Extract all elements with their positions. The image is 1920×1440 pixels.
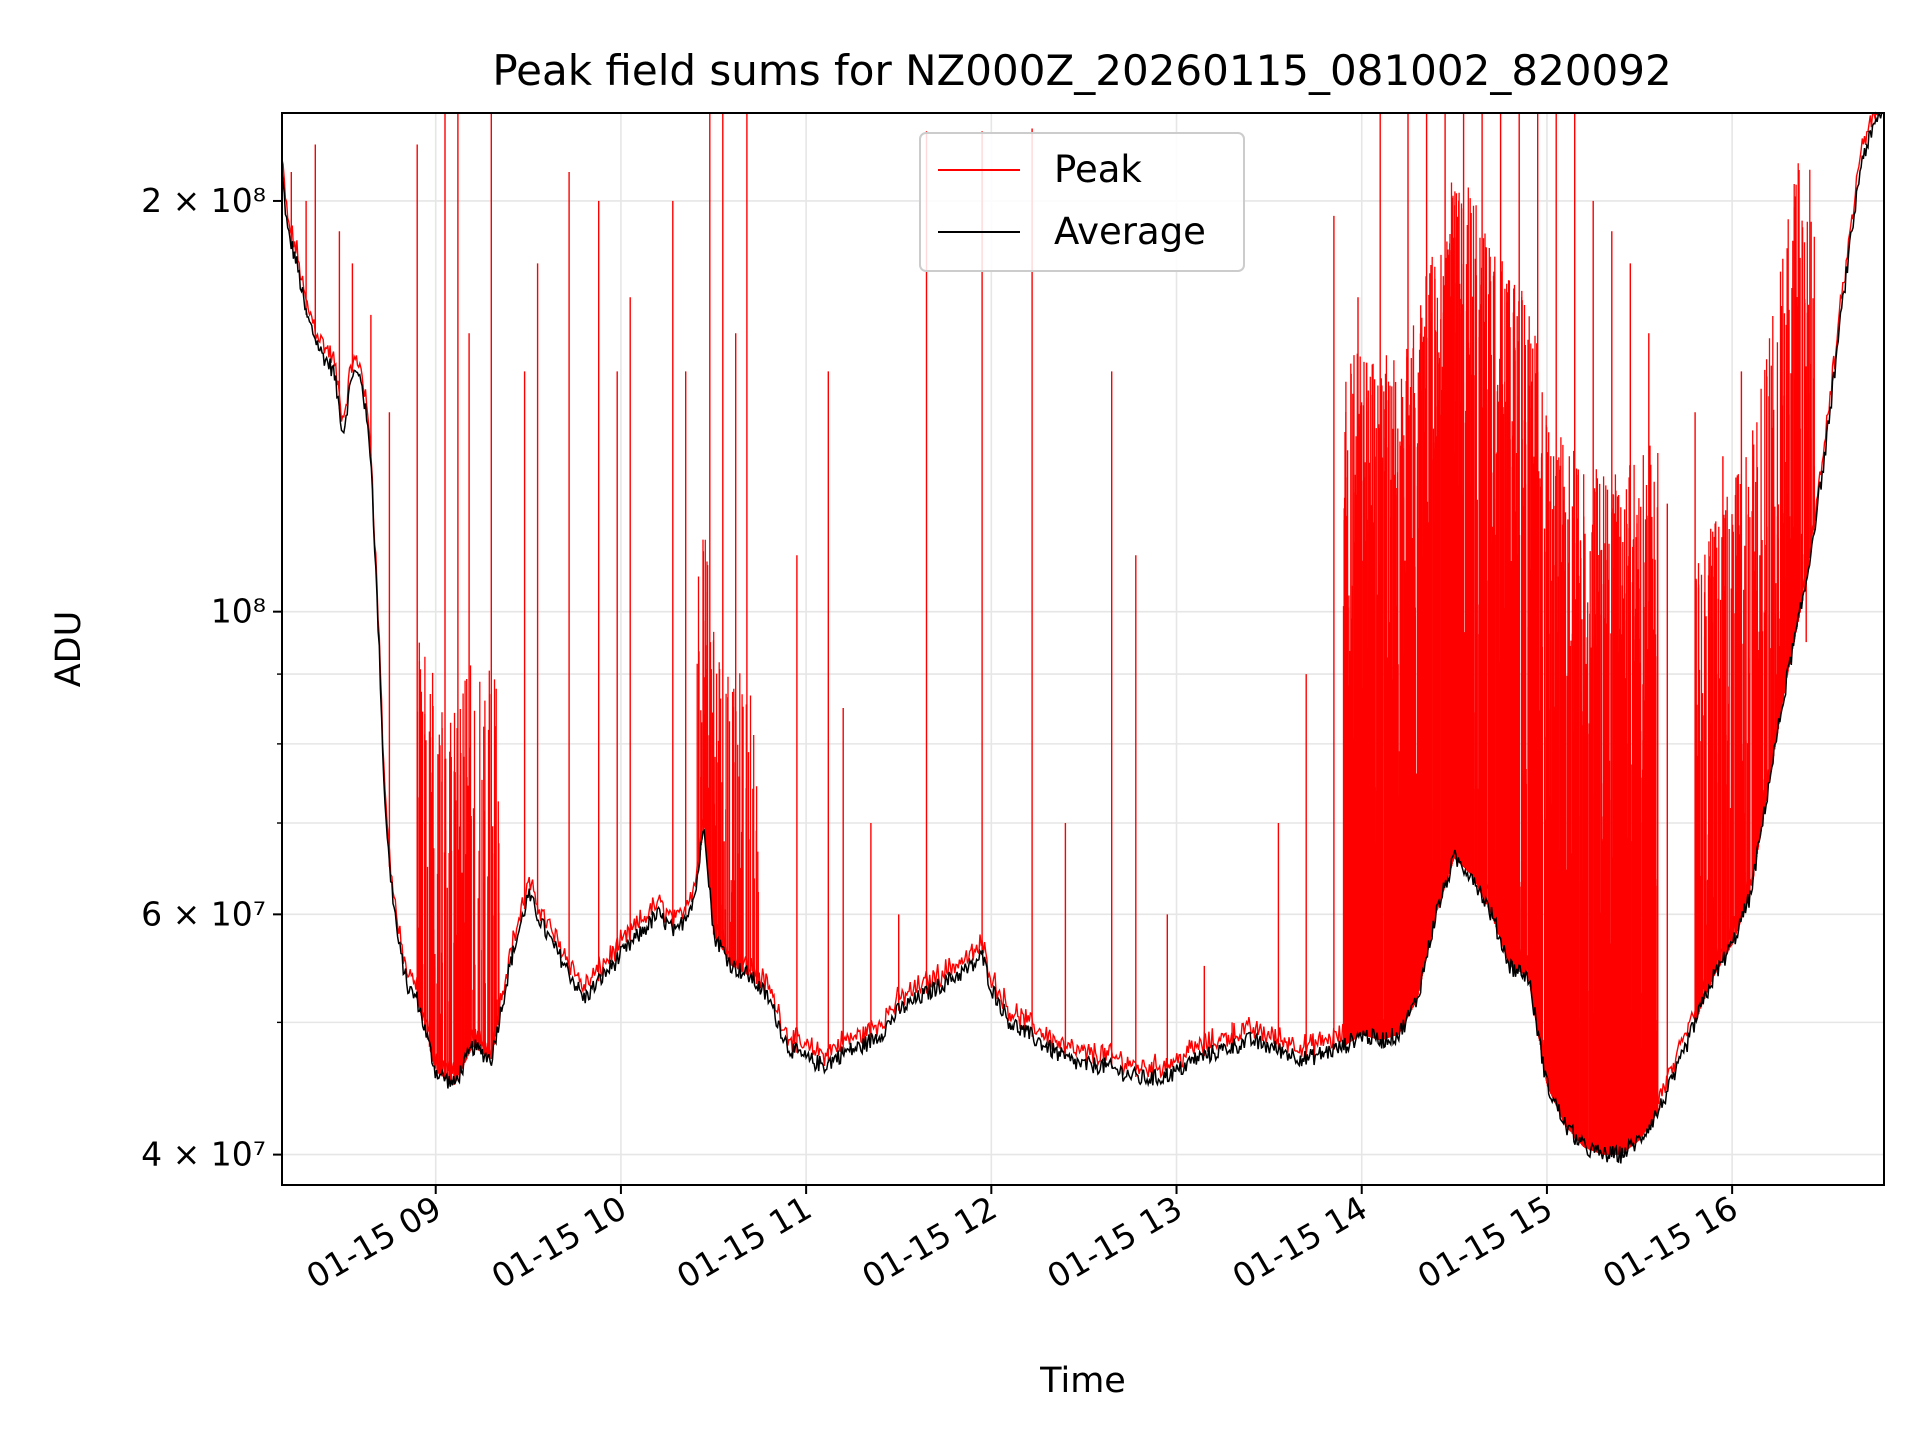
legend-average-label: Average	[1054, 210, 1206, 253]
x-tick-label: 01-15 15	[1411, 1188, 1559, 1296]
legend-peak-label: Peak	[1054, 148, 1142, 191]
y-tick-label: 4 × 10⁷	[141, 1135, 266, 1174]
x-axis-label: Time	[1039, 1361, 1126, 1401]
axes-frame	[281, 112, 1885, 1186]
x-tick-label: 01-15 09	[300, 1188, 448, 1296]
x-tick-label: 01-15 11	[670, 1188, 818, 1296]
legend: Peak Average	[919, 132, 1245, 272]
x-tick-label: 01-15 10	[485, 1188, 633, 1296]
y-tick-label: 10⁸	[211, 592, 266, 631]
x-tick-label: 01-15 12	[855, 1188, 1003, 1296]
x-tick-label: 01-15 16	[1596, 1188, 1744, 1296]
chart-title: Peak field sums for NZ000Z_20260115_0810…	[492, 46, 1671, 95]
y-tick-label: 6 × 10⁷	[141, 894, 266, 933]
legend-box	[919, 132, 1245, 272]
plot-area	[281, 111, 1884, 1164]
y-tick-label: 2 × 10⁸	[141, 181, 266, 220]
peak-spikes	[290, 113, 1815, 1155]
x-axis-ticks: 01-15 09 01-15 10 01-15 11 01-15 12 01-15 13…	[300, 1185, 1744, 1296]
y-axis-label: ADU	[49, 611, 89, 688]
average-series-line	[281, 112, 1884, 1164]
x-tick-label: 01-15 14	[1226, 1188, 1374, 1296]
x-tick-label: 01-15 13	[1041, 1188, 1189, 1296]
y-axis-ticks: 2 × 10⁸ 10⁸ 6 × 10⁷ 4 × 10⁷	[141, 181, 282, 1174]
